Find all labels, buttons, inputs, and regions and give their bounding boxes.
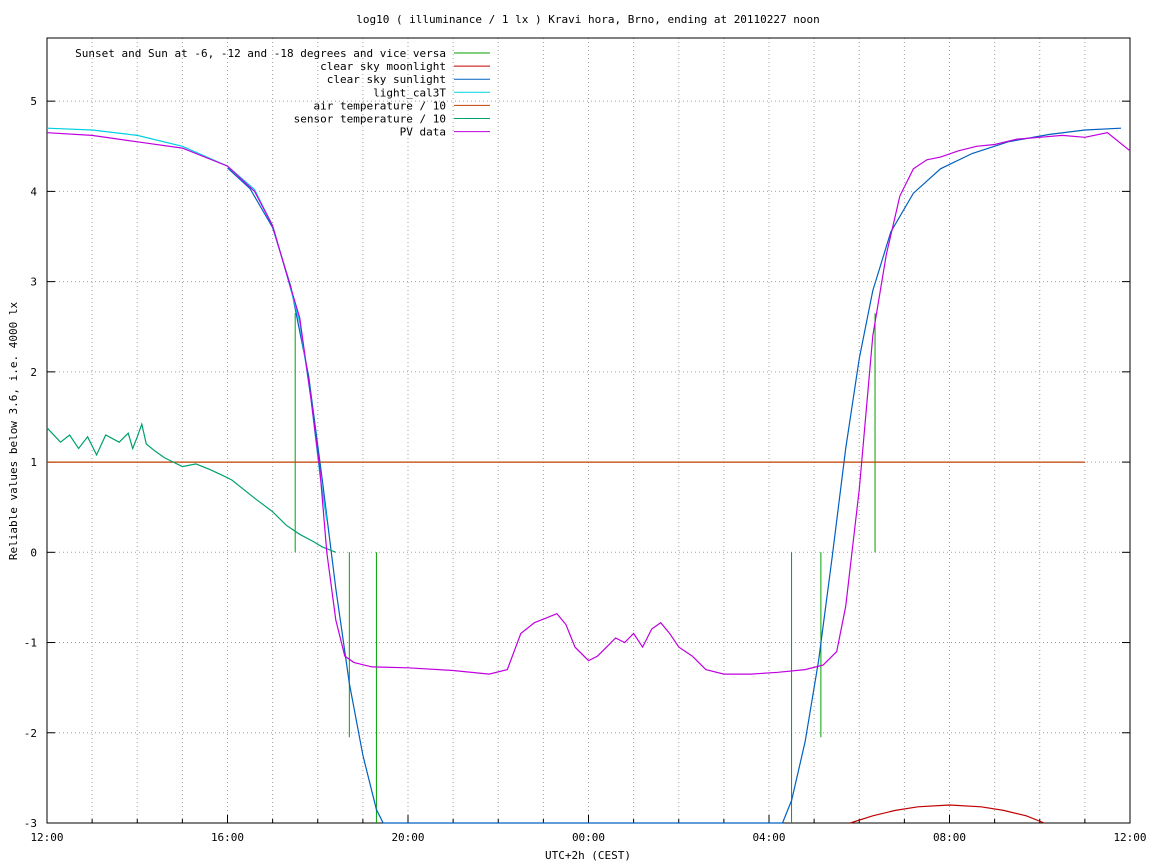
- chart-title: log10 ( illuminance / 1 lx ) Kravi hora,…: [356, 13, 820, 26]
- series-line: [46, 132, 1131, 675]
- series-line: [850, 804, 1045, 824]
- grid-lines: [47, 38, 1130, 823]
- x-tick-label: 12:00: [30, 831, 63, 844]
- y-tick-label: -1: [24, 637, 37, 650]
- legend-label: sensor temperature / 10: [294, 113, 446, 126]
- legend-label: clear sky moonlight: [320, 60, 446, 73]
- y-tick-label: 5: [30, 95, 37, 108]
- y-tick-label: 0: [30, 546, 37, 559]
- x-tick-label: 12:00: [1113, 831, 1146, 844]
- legend-label: clear sky sunlight: [327, 73, 446, 86]
- x-tick-label: 16:00: [211, 831, 244, 844]
- series-line: [46, 422, 337, 553]
- legend-label: PV data: [400, 126, 446, 139]
- y-tick-label: 4: [30, 185, 37, 198]
- legend: Sunset and Sun at -6, -12 and -18 degree…: [75, 47, 490, 139]
- x-tick-label: 20:00: [391, 831, 424, 844]
- tick-labels: -3 -2 -1 0 1 2 3 4 5 12:00 16:00 20:00 00:00 04:00 08:…: [24, 95, 1147, 844]
- x-tick-label: 04:00: [752, 831, 785, 844]
- series-lines: [46, 127, 1131, 824]
- x-tick-label: 00:00: [572, 831, 605, 844]
- legend-label: light_cal3T: [373, 86, 446, 99]
- y-tick-label: -2: [24, 727, 37, 740]
- y-tick-label: 3: [30, 276, 37, 289]
- y-tick-label: 1: [30, 456, 37, 469]
- legend-label: Sunset and Sun at -6, -12 and -18 degree…: [75, 47, 446, 60]
- x-tick-label: 08:00: [933, 831, 966, 844]
- x-axis-label: UTC+2h (CEST): [545, 849, 631, 862]
- y-tick-label: 2: [30, 366, 37, 379]
- series-line: [227, 127, 1122, 824]
- y-tick-label: -3: [24, 817, 37, 830]
- legend-label: air temperature / 10: [314, 99, 446, 112]
- y-axis-label: Reliable values below 3.6, i.e. 4000 lx: [7, 301, 20, 560]
